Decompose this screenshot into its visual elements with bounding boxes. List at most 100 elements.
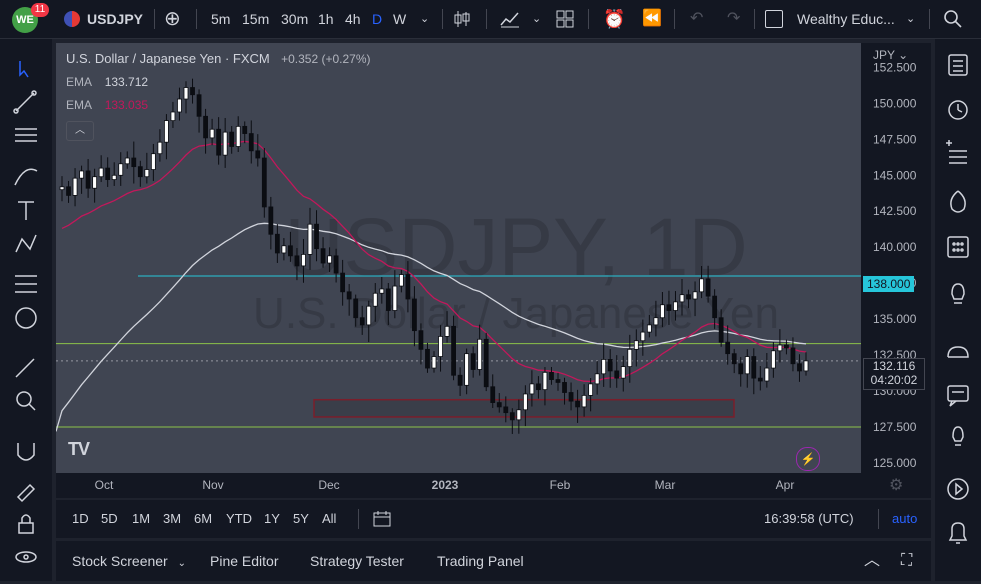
emoji-icon[interactable] [12,304,40,332]
chart-svg[interactable]: USDJPY, 1D U.S. Dollar / Japanese Yen 15… [56,43,931,498]
candle [607,349,613,388]
range-5d[interactable]: 5D [101,511,118,526]
candle-body [255,150,261,159]
visibility-eye-icon[interactable] [12,544,40,572]
ema-fast-legend[interactable]: EMA 133.712 [66,75,148,89]
redo-icon[interactable]: ↷ [727,10,741,27]
streams-play-icon[interactable] [944,475,972,503]
interval-30m[interactable]: 30m [281,11,309,27]
fib-retracement-icon[interactable] [12,123,40,151]
candle-body [248,133,254,152]
indicators-dropdown-chevron-icon[interactable]: ⌄ [532,13,542,25]
lock-icon[interactable] [12,511,40,539]
interval-1h[interactable]: 1h [318,11,334,27]
maximize-panel-icon[interactable]: ⛶ [901,552,913,569]
layout-checkbox-icon[interactable] [765,10,783,28]
candle-body [412,298,417,332]
alerts-clock-icon[interactable] [944,96,972,124]
candle-body [451,325,456,376]
utc-clock[interactable]: 16:39:58 (UTC) [764,511,854,526]
auto-scale-toggle[interactable]: auto [892,511,918,526]
replay-icon[interactable]: ⏪ [642,10,662,27]
brush-icon[interactable] [12,161,40,189]
candle-body [744,356,750,375]
candle-body [281,245,287,254]
indicators-icon[interactable] [499,9,521,29]
candle [222,117,228,168]
range-5y[interactable]: 5Y [293,511,309,526]
search-icon[interactable] [943,9,963,29]
go-to-date-calendar-icon[interactable] [373,511,391,527]
chart-area[interactable]: USDJPY, 1D U.S. Dollar / Japanese Yen 15… [56,43,931,498]
candle [588,378,594,412]
candle-body [679,294,685,303]
interval-1d[interactable]: D [372,11,383,27]
tab-strategy-tester[interactable]: Strategy Tester [310,553,404,569]
layout-dropdown-chevron-icon[interactable]: ⌄ [906,13,916,25]
candles-chart-type-icon[interactable] [452,9,472,29]
interval-dropdown-chevron-icon[interactable]: ⌄ [420,13,430,25]
interval-15m[interactable]: 15m [242,11,270,27]
candle [679,278,685,316]
cursor-icon[interactable] [12,54,40,82]
ema-slow-label: EMA [66,98,92,112]
candle [575,389,580,423]
tab-pine-editor[interactable]: Pine Editor [210,553,279,569]
help-bulb-icon[interactable] [944,424,972,452]
alert-clock-icon[interactable]: ⏰ [603,9,626,29]
range-1y[interactable]: 1Y [264,511,280,526]
candle [425,342,430,373]
tab-trading-panel[interactable]: Trading Panel [437,553,524,569]
settings-gear-icon[interactable]: ⚙ [889,477,904,494]
candle [196,89,202,133]
candle [242,121,248,144]
notifications-bell-icon[interactable] [944,519,972,547]
range-1d[interactable]: 1D [72,511,89,526]
range-ytd[interactable]: YTD [226,511,252,526]
candle-body [673,301,678,311]
ema-slow-legend[interactable]: EMA 133.035 [66,98,148,112]
interval-5m[interactable]: 5m [211,11,231,27]
candle [66,180,71,203]
trend-line-icon[interactable] [12,87,40,115]
ideas-bulb-icon[interactable] [944,281,972,309]
currency-selector[interactable]: JPY ⌄ [873,48,909,62]
candle-body [418,330,424,350]
calendar-icon[interactable] [944,233,972,261]
ruler-icon[interactable] [12,354,40,382]
candle-body [470,353,476,370]
tab-stock-screener[interactable]: Stock Screener ⌄ [72,541,186,581]
collapse-panel-chevron-icon[interactable]: ︿ [864,552,881,569]
range-3m[interactable]: 3M [163,511,182,526]
candle-body [268,206,274,235]
range-6m[interactable]: 6M [194,511,213,526]
layout-grid-icon[interactable] [556,10,574,28]
candle-body [490,386,496,403]
compare-add-icon[interactable]: ⊕ [164,8,181,30]
cloud-icon[interactable] [944,338,972,366]
magnet-icon[interactable] [12,439,40,467]
zoom-in-icon[interactable] [12,389,40,417]
collapse-legend-button[interactable]: ︿ [66,121,94,141]
range-1m[interactable]: 1M [132,511,151,526]
candle-body [686,294,691,300]
interval-1w[interactable]: W [393,11,407,27]
hotlists-fire-icon[interactable] [944,189,972,217]
prediction-icon[interactable] [12,270,40,298]
pattern-icon[interactable] [12,231,40,259]
layout-name[interactable]: Wealthy Educ... [797,11,895,27]
draw-mode-icon[interactable] [12,480,40,508]
candle-body [301,254,306,267]
symbol-search[interactable]: USDJPY [87,11,144,27]
interval-4h[interactable]: 4h [345,11,361,27]
watchlist-icon[interactable] [944,51,972,79]
range-all[interactable]: All [322,511,337,526]
undo-icon[interactable]: ↶ [690,10,704,27]
text-tool-icon[interactable] [12,197,40,225]
chat-icon[interactable] [944,381,972,409]
candle [503,396,509,423]
lightning-icon[interactable]: ⚡ [796,447,820,471]
add-watchlist-icon[interactable] [944,138,972,166]
candle-body [594,373,600,385]
symbol-flag-icon [64,11,80,27]
